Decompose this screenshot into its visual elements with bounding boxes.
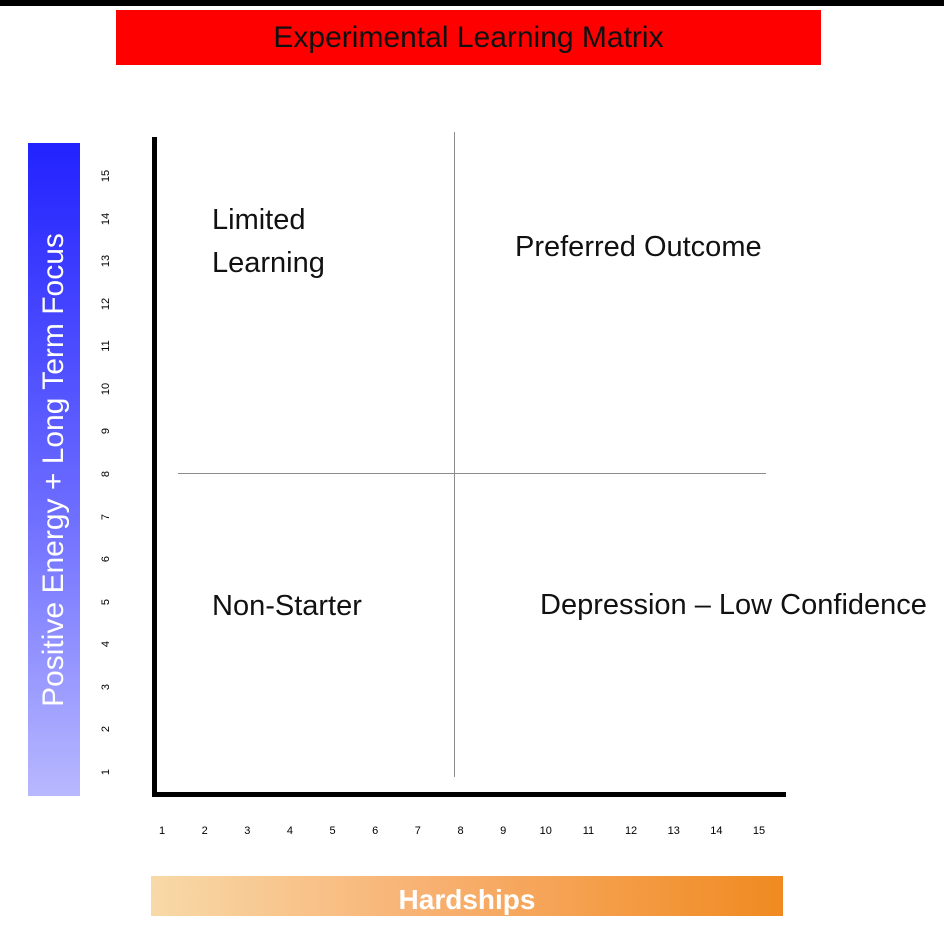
y-tick-label: 14 <box>100 212 112 225</box>
vertical-divider <box>454 132 455 777</box>
x-tick-label: 14 <box>710 825 723 837</box>
x-tick-label: 11 <box>582 825 595 837</box>
page-title: Experimental Learning Matrix <box>273 20 664 54</box>
y-tick-label: 9 <box>100 428 112 435</box>
y-axis-label: Positive Energy + Long Term Focus <box>37 233 70 707</box>
y-axis-banner <box>28 143 80 796</box>
x-tick-label: 12 <box>624 825 638 837</box>
top-rule <box>0 0 944 6</box>
title-banner: Experimental Learning Matrix <box>116 10 821 65</box>
y-tick-label: 13 <box>100 255 112 268</box>
x-tick-label: 7 <box>414 825 421 837</box>
x-tick-label: 2 <box>201 825 208 837</box>
y-axis-line <box>152 137 157 797</box>
x-tick-label: 10 <box>539 825 552 837</box>
x-tick-label: 6 <box>372 825 379 837</box>
y-tick-label: 12 <box>100 297 112 310</box>
quadrant-bottom-right-label: Depression – Low Confidence <box>540 589 927 621</box>
y-tick-label: 7 <box>100 513 112 520</box>
x-axis-label: Hardships <box>398 884 536 915</box>
y-tick-label: 4 <box>100 641 112 648</box>
y-tick-label: 3 <box>100 683 112 690</box>
x-tick-label: 9 <box>500 825 507 837</box>
y-tick-label: 1 <box>100 768 112 776</box>
quadrant-top-right-label: Preferred Outcome <box>515 231 762 263</box>
x-tick-label: 13 <box>667 825 680 837</box>
x-tick-label: 15 <box>752 825 766 837</box>
x-axis-line <box>152 792 786 797</box>
y-tick-label: 10 <box>100 382 112 395</box>
y-tick-label: 6 <box>100 556 112 563</box>
x-axis-banner: Hardships <box>151 876 783 916</box>
x-tick-label: 5 <box>329 825 336 837</box>
y-tick-label: 15 <box>100 169 112 183</box>
quadrant-top-left-label: Limited Learning <box>212 204 325 279</box>
y-tick-label: 5 <box>100 598 112 605</box>
y-tick-label: 11 <box>100 340 112 352</box>
x-tick-label: 1 <box>158 825 166 837</box>
horizontal-divider <box>178 473 766 474</box>
x-tick-label: 3 <box>244 825 251 837</box>
x-tick-label: 8 <box>457 825 464 837</box>
quadrant-bottom-left-label: Non-Starter <box>212 590 362 622</box>
y-tick-label: 2 <box>100 726 112 733</box>
x-tick-label: 4 <box>286 825 293 837</box>
y-tick-label: 8 <box>100 470 112 478</box>
